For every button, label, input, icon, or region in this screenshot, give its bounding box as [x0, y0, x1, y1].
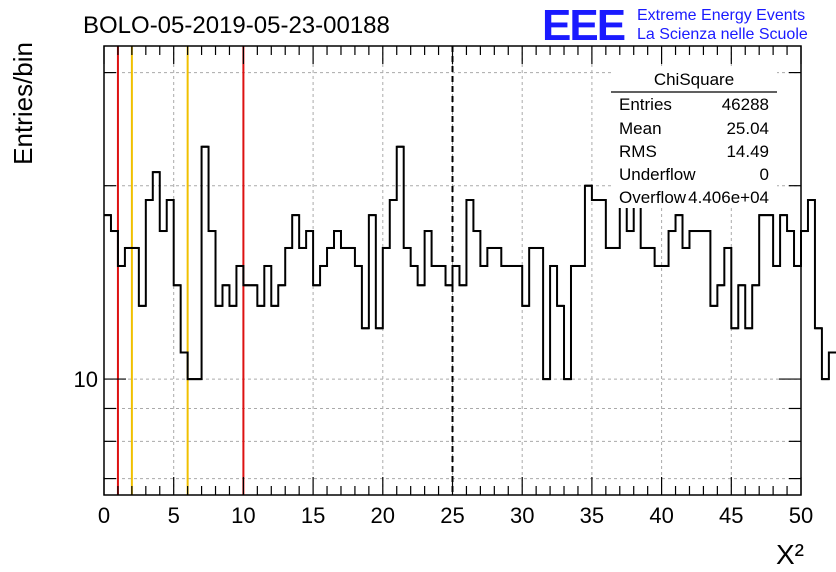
x-tick-label: 10	[231, 503, 255, 528]
logo-line2: La Scienza nelle Scuole	[637, 26, 808, 43]
stats-label-underflow: Underflow	[619, 165, 696, 184]
stats-value-rms: 14.49	[726, 142, 769, 161]
logo-line1: Extreme Energy Events	[637, 7, 805, 24]
x-tick-label: 5	[168, 503, 180, 528]
stats-box: ChiSquare Entries 46288 Mean 25.04 RMS 1…	[611, 66, 777, 208]
logo-mark: EEE	[542, 1, 625, 50]
eee-logo: EEE Extreme Energy Events La Scienza nel…	[542, 1, 808, 50]
x-tick-label: 30	[510, 503, 534, 528]
x-tick-label: 15	[301, 503, 325, 528]
x-tick-label: 50	[789, 503, 813, 528]
x-axis-label: X²	[776, 539, 804, 570]
y-axis-label: Entries/bin	[8, 42, 38, 165]
stats-value-overflow: 4.406e+04	[688, 188, 769, 207]
histogram	[104, 145, 836, 381]
y-tick-label: 10	[74, 367, 98, 392]
stats-title: ChiSquare	[654, 70, 734, 89]
x-tick-label: 0	[98, 503, 110, 528]
x-tick-label: 25	[440, 503, 464, 528]
x-tick-label: 35	[580, 503, 604, 528]
y-ticks: 10	[74, 71, 801, 480]
stats-box-background	[611, 66, 777, 208]
stats-value-mean: 25.04	[726, 119, 769, 138]
stats-label-entries: Entries	[619, 95, 672, 114]
x-ticks: 0 5 10 15 20 25 30 35 40 45 50	[98, 46, 813, 528]
stats-value-entries: 46288	[722, 95, 769, 114]
stats-label-rms: RMS	[619, 142, 657, 161]
stats-label-mean: Mean	[619, 119, 662, 138]
stats-label-overflow: Overflow	[619, 188, 687, 207]
chart-title: BOLO-05-2019-05-23-00188	[83, 12, 390, 39]
x-tick-label: 45	[719, 503, 743, 528]
x-tick-label: 20	[371, 503, 395, 528]
stats-value-underflow: 0	[760, 165, 769, 184]
x-tick-label: 40	[649, 503, 673, 528]
